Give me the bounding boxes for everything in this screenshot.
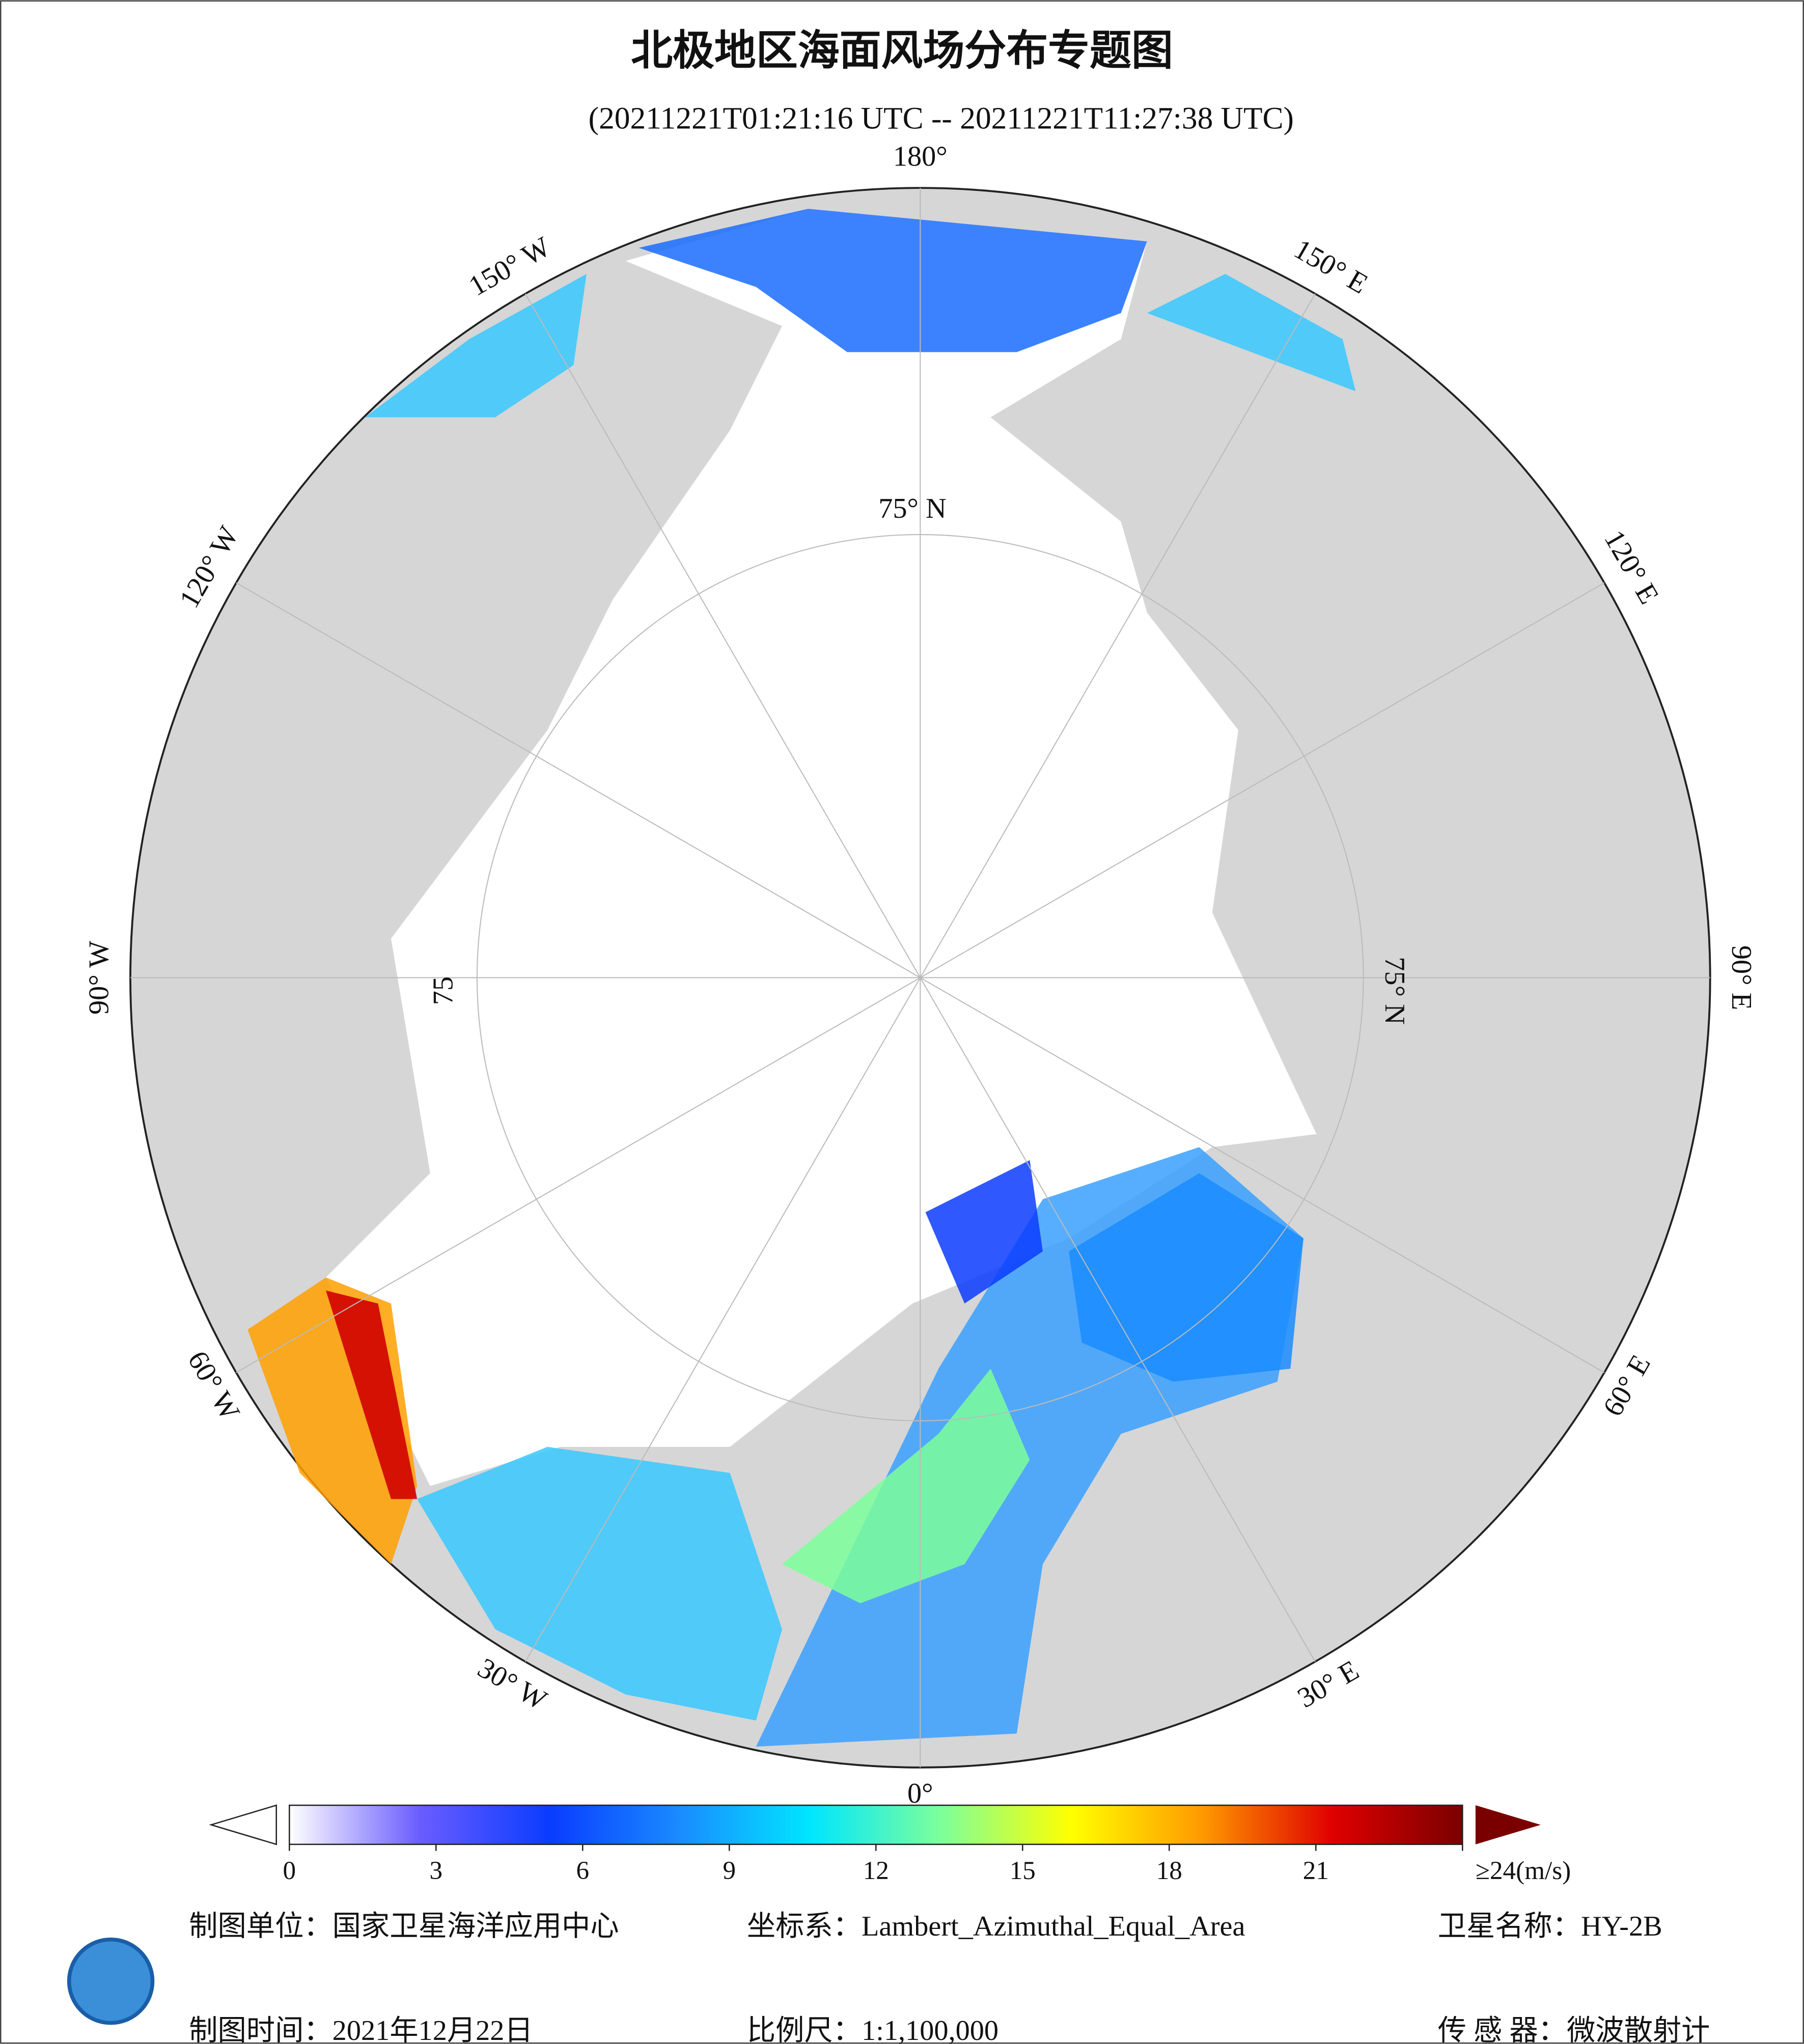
colorbar-tick-label: 9 [723, 1856, 736, 1885]
footer-projection: 坐标系：Lambert_Azimuthal_Equal_Area [747, 1911, 1245, 1942]
graticule [130, 188, 1710, 1768]
latitude-label: 75° N [878, 493, 947, 524]
title: 北极地区海面风场分布专题图 [631, 27, 1173, 74]
wind-field [325, 1290, 418, 1499]
wind-field [1147, 274, 1356, 391]
latitude-label: 75° N [1379, 957, 1410, 1025]
logo [67, 1937, 155, 2025]
longitude-label: 180° [893, 141, 948, 173]
wind-field [365, 274, 587, 417]
wind-field [417, 1447, 782, 1721]
colorbar: 0 3 6 9 12 15 18 21 ≥24(m/s) [209, 1804, 1571, 1885]
longitude-label: 90° E [1726, 945, 1757, 1010]
colorbar-tick-label: 18 [1156, 1856, 1182, 1885]
wind-field [925, 1160, 1043, 1304]
subtitle: (20211221T01:21:16 UTC -- 20211221T11:27… [589, 101, 1294, 136]
colorbar-tick-label: ≥24(m/s) [1476, 1856, 1571, 1885]
colorbar-tick-label: 12 [863, 1856, 889, 1885]
wind-field [782, 1368, 1030, 1604]
colorbar-tick-label: 21 [1303, 1856, 1329, 1885]
meridian [920, 977, 1316, 1662]
footer-sensor: 传 感 器：微波散射计 [1438, 2015, 1710, 2044]
meridian [524, 977, 921, 1662]
colorbar-over [1475, 1805, 1541, 1844]
ocean-ice [325, 209, 1317, 1486]
latitude-label: 75 [427, 976, 459, 1005]
footer-scale: 比例尺：1:1,100,000 [747, 2015, 998, 2044]
map [129, 187, 1711, 1769]
meridian [920, 293, 1316, 978]
footer-satellite: 卫星名称：HY-2B [1438, 1911, 1662, 1942]
footer-date: 制图时间：2021年12月22日 [189, 2015, 533, 2044]
longitude-label: 90° W [84, 940, 115, 1015]
colorbar-under [209, 1804, 277, 1845]
meridian [236, 977, 921, 1374]
wind-field [639, 209, 1147, 352]
meridian [920, 582, 1605, 978]
footer-unit: 制图单位：国家卫星海洋应用中心 [189, 1911, 619, 1942]
meridian [920, 977, 1605, 1374]
longitude-label: 0° [907, 1778, 933, 1809]
meridian [236, 582, 921, 978]
meridian [524, 293, 921, 978]
colorbar-tick-label: 6 [576, 1856, 590, 1885]
colorbar-tick-label: 15 [1010, 1856, 1036, 1885]
colorbar-tick-label: 3 [430, 1856, 443, 1885]
wind-field [1069, 1173, 1303, 1382]
colorbar-ramp [289, 1804, 1463, 1845]
colorbar-tick-label: 0 [283, 1856, 296, 1885]
